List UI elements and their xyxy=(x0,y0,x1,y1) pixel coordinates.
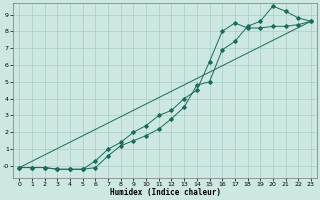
X-axis label: Humidex (Indice chaleur): Humidex (Indice chaleur) xyxy=(110,188,221,197)
